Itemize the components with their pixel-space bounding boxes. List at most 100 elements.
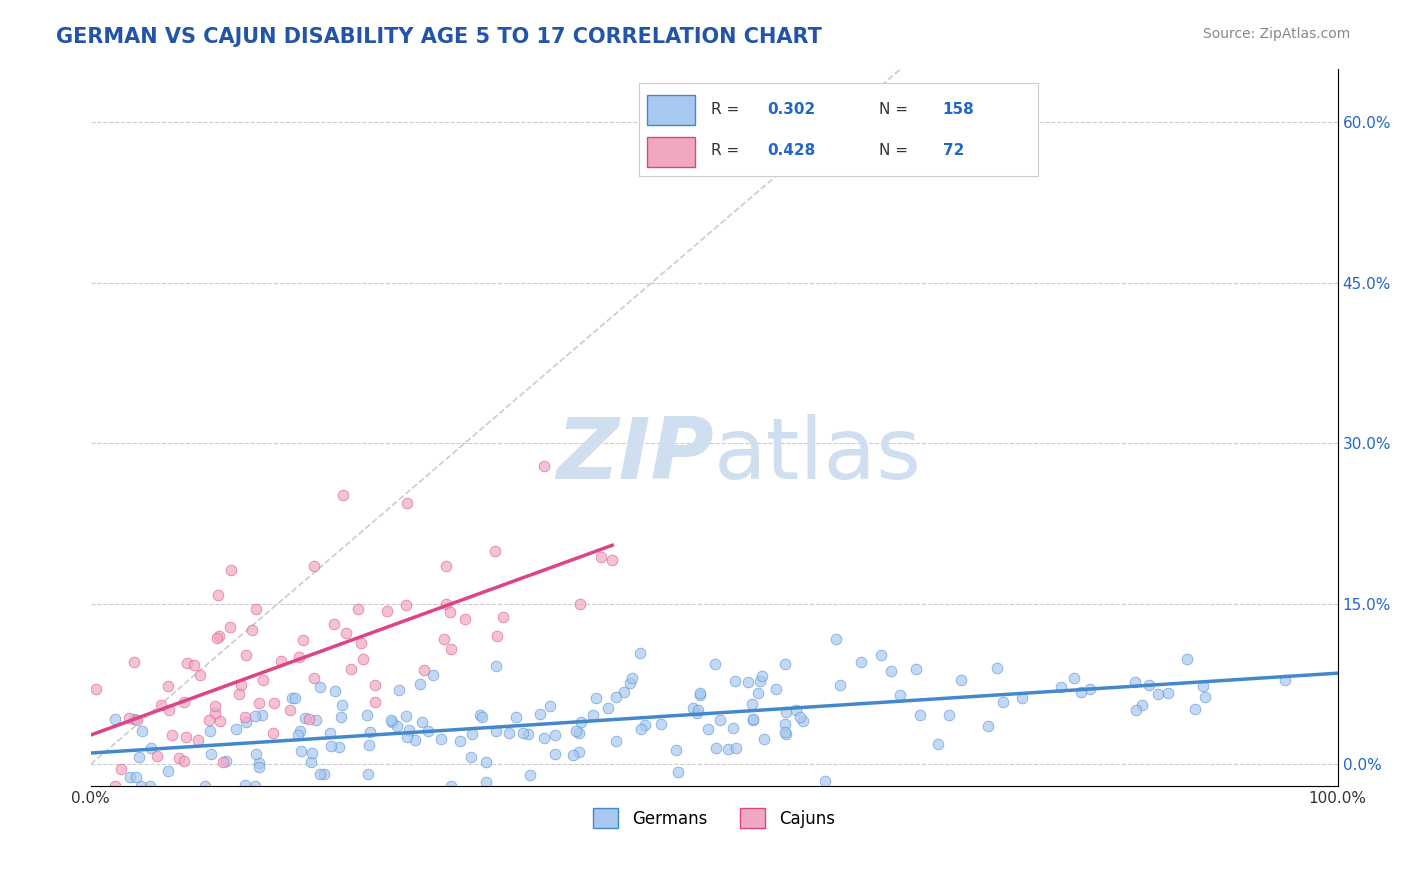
Germans [380, 715, 402, 730]
Germans [294, 711, 316, 725]
Germans [124, 712, 146, 726]
Germans [628, 646, 651, 660]
Germans [516, 727, 538, 741]
Germans [1175, 652, 1198, 666]
Germans [747, 686, 769, 700]
Germans [986, 661, 1008, 675]
Germans [724, 674, 747, 689]
Cajuns [167, 750, 190, 764]
Germans [104, 712, 127, 726]
Germans [1157, 686, 1180, 700]
Germans [927, 737, 949, 751]
Germans [141, 740, 163, 755]
Text: GERMAN VS CAJUN DISABILITY AGE 5 TO 17 CORRELATION CHART: GERMAN VS CAJUN DISABILITY AGE 5 TO 17 C… [56, 27, 823, 46]
Cajuns [219, 563, 242, 577]
Germans [725, 740, 748, 755]
Germans [908, 708, 931, 723]
Cajuns [298, 712, 321, 726]
Germans [741, 713, 763, 727]
Germans [505, 710, 527, 724]
Germans [301, 746, 323, 760]
Germans [1125, 703, 1147, 717]
Cajuns [235, 710, 257, 724]
Germans [498, 726, 520, 740]
Germans [330, 698, 353, 713]
Germans [329, 710, 352, 724]
Germans [666, 765, 689, 780]
Germans [612, 685, 634, 699]
Cajuns [174, 730, 197, 744]
Germans [814, 773, 837, 788]
Cajuns [262, 726, 284, 740]
Cajuns [219, 620, 242, 634]
Cajuns [287, 649, 309, 664]
Germans [751, 668, 773, 682]
Germans [605, 734, 627, 748]
Germans [118, 770, 141, 784]
Germans [742, 712, 765, 726]
Germans [697, 722, 720, 736]
Germans [904, 662, 927, 676]
Cajuns [245, 602, 267, 616]
Germans [773, 717, 796, 731]
Germans [582, 708, 605, 723]
Germans [357, 766, 380, 780]
Cajuns [173, 754, 195, 768]
Germans [723, 721, 745, 735]
Germans [1194, 690, 1216, 704]
Cajuns [207, 631, 229, 645]
Germans [356, 708, 378, 723]
Germans [737, 674, 759, 689]
Germans [1191, 679, 1213, 693]
Germans [125, 770, 148, 784]
Germans [571, 714, 593, 729]
Germans [461, 727, 484, 741]
Cajuns [204, 698, 226, 713]
Cajuns [84, 681, 107, 696]
Germans [849, 655, 872, 669]
Cajuns [352, 652, 374, 666]
Cajuns [433, 632, 456, 646]
Cajuns [124, 655, 146, 669]
Germans [215, 754, 238, 768]
Germans [245, 708, 267, 723]
Cajuns [484, 544, 506, 558]
Cajuns [568, 598, 591, 612]
Germans [194, 779, 217, 793]
Cajuns [173, 695, 195, 709]
Germans [156, 764, 179, 779]
Cajuns [454, 612, 477, 626]
Germans [385, 719, 408, 733]
Germans [704, 740, 727, 755]
Germans [287, 728, 309, 742]
Cajuns [188, 667, 211, 681]
Cajuns [146, 748, 169, 763]
Germans [299, 755, 322, 769]
Cajuns [157, 703, 180, 717]
Cajuns [589, 550, 612, 565]
Germans [889, 689, 911, 703]
Germans [243, 779, 266, 793]
Germans [630, 722, 652, 736]
Germans [1123, 675, 1146, 690]
Germans [284, 690, 307, 705]
Germans [703, 657, 725, 672]
Cajuns [270, 654, 292, 668]
Germans [460, 750, 482, 764]
Germans [471, 709, 494, 723]
Germans [235, 714, 257, 729]
Germans [475, 755, 498, 769]
Germans [773, 657, 796, 671]
Germans [418, 724, 440, 739]
Cajuns [377, 604, 399, 618]
Germans [773, 724, 796, 739]
Germans [991, 695, 1014, 709]
Germans [328, 740, 350, 755]
Cajuns [533, 459, 555, 474]
Germans [225, 722, 247, 736]
Cajuns [104, 779, 127, 793]
Cajuns [363, 677, 385, 691]
Cajuns [156, 680, 179, 694]
Germans [128, 749, 150, 764]
Cajuns [263, 696, 285, 710]
